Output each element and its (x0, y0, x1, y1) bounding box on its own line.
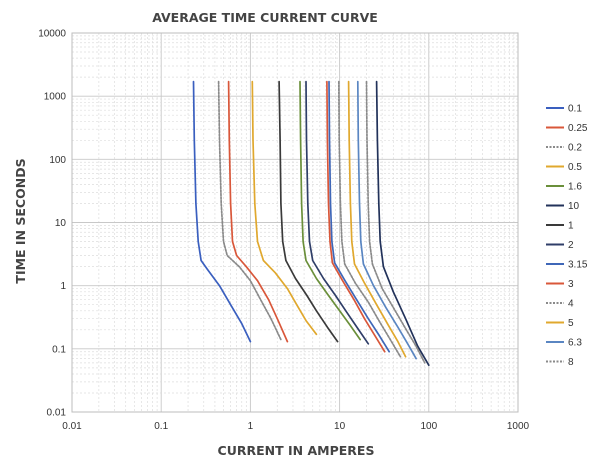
series-line (365, 80, 426, 364)
series-line (375, 80, 430, 367)
y-tick-label: 1000 (44, 92, 67, 103)
y-tick-label: 10 (55, 218, 67, 229)
series-curves (192, 80, 430, 367)
series-line (251, 80, 318, 336)
legend-label: 1 (568, 221, 574, 232)
legend: 0.1 0.25 0.2 0.5 1.6 10 1 2 3.15 3 4 5 6.3 8 (546, 104, 588, 368)
y-tick-label: 100 (49, 155, 66, 166)
y-tick-label: 0.1 (52, 344, 66, 355)
series-line (299, 80, 362, 341)
x-tick-label: 0.01 (62, 421, 82, 432)
y-axis-label: TIME IN SECONDS (13, 158, 28, 283)
plot-axes: 0.01 0.1 1 10 100 1000 0.01 0.1 1 10 100 1000 10000 (38, 29, 529, 433)
series-line (337, 80, 402, 358)
x-tick-label: 1000 (507, 421, 530, 432)
legend-label: 8 (568, 357, 574, 368)
legend-label: 3.15 (568, 260, 588, 271)
x-tick-label: 1 (248, 421, 254, 432)
series-line (227, 80, 289, 343)
series-line (356, 80, 417, 360)
legend-label: 10 (568, 201, 580, 212)
legend-label: 0.5 (568, 162, 582, 173)
legend-label: 0.2 (568, 143, 582, 154)
legend-label: 1.6 (568, 182, 582, 193)
legend-label: 3 (568, 279, 574, 290)
series-line (328, 80, 391, 353)
series-line (278, 80, 339, 343)
y-tick-label: 10000 (38, 29, 66, 40)
series-line (326, 80, 386, 353)
series-line (347, 80, 407, 358)
plot-frame (71, 32, 519, 413)
legend-label: 6.3 (568, 338, 582, 349)
y-tick-label: 1 (60, 281, 66, 292)
legend-label: 5 (568, 318, 574, 329)
series-line (305, 80, 370, 345)
series-line (217, 80, 282, 341)
legend-label: 2 (568, 240, 574, 251)
x-tick-label: 0.1 (154, 421, 168, 432)
y-tick-label: 0.01 (47, 408, 67, 419)
chart-title: AVERAGE TIME CURRENT CURVE (152, 10, 378, 25)
plot-grid (71, 32, 519, 413)
x-tick-label: 10 (334, 421, 346, 432)
series-line (192, 80, 252, 343)
legend-label: 4 (568, 299, 574, 310)
legend-label: 0.1 (568, 104, 582, 115)
x-axis-label: CURRENT IN AMPERES (218, 443, 375, 458)
legend-label: 0.25 (568, 123, 588, 134)
x-tick-label: 100 (420, 421, 437, 432)
